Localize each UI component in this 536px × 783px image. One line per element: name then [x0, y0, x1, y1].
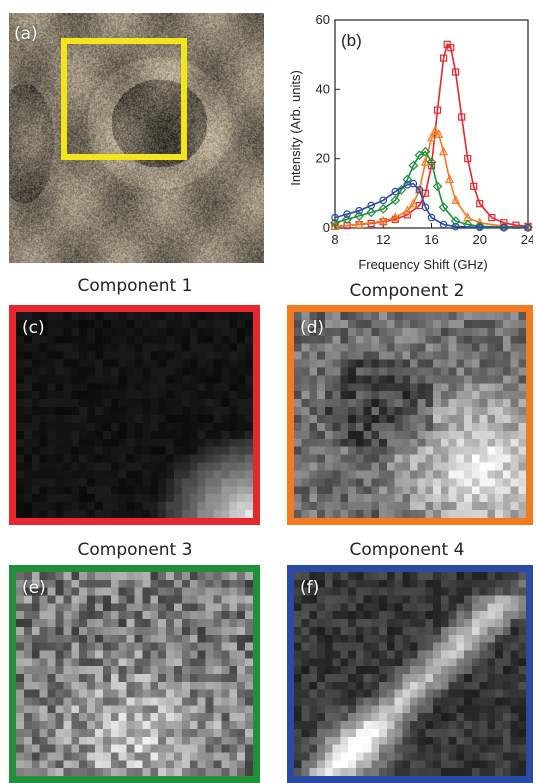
series-4-point	[475, 223, 484, 232]
series-4-line	[334, 182, 528, 229]
series-3-point	[396, 185, 407, 195]
series-2-point	[402, 205, 412, 215]
series-4-point	[421, 203, 430, 212]
series-1-point	[488, 214, 496, 222]
series-2-point	[451, 194, 461, 204]
series-2-point	[354, 219, 364, 229]
x-tick-label: 20	[473, 232, 487, 247]
series-4-point	[355, 206, 363, 215]
series-4-point	[409, 179, 418, 188]
series-2-point	[445, 174, 455, 184]
series-3-point	[330, 217, 340, 228]
caption-component-2: Component 2	[349, 281, 465, 301]
y-tick-label: 40	[316, 81, 330, 96]
series-3-point	[378, 204, 389, 214]
series-4-point	[331, 213, 339, 222]
x-tick-label: 12	[376, 232, 390, 247]
series-1-line	[334, 42, 529, 228]
series-3-point	[402, 174, 413, 185]
series-4-point	[524, 223, 532, 232]
series-4-point	[427, 213, 436, 222]
x-tick-label: 24	[521, 232, 533, 247]
series-1-point	[403, 211, 411, 219]
series-3-point	[408, 160, 419, 171]
component-4-map: (f)	[287, 565, 533, 783]
series-2-point	[427, 132, 436, 142]
series-4-point	[343, 210, 351, 218]
series-2-point	[378, 215, 388, 225]
x-axis-label: Frequency Shift (GHz)	[358, 257, 487, 272]
caption-component-3: Component 3	[77, 540, 193, 560]
caption-component-1: Component 1	[77, 276, 193, 296]
panel-label-b: (b)	[341, 31, 362, 50]
panel-a-micrograph: (a)	[9, 13, 264, 263]
series-4-point	[391, 187, 400, 196]
y-tick-label: 0	[323, 220, 330, 235]
spectra-chart: (b) 8 12 16 20 24 0 20 40 60 Frequency Shift (GH…	[288, 12, 533, 272]
series-3-point	[438, 202, 449, 213]
series-3-point	[450, 216, 461, 226]
series-2-point	[408, 198, 418, 208]
series-1-point	[458, 113, 466, 121]
series-3-point	[366, 207, 377, 218]
series-3-point	[420, 146, 431, 157]
panel-label-f: (f)	[300, 578, 320, 598]
series-3-point	[342, 214, 352, 225]
series-3-point	[390, 195, 401, 206]
series-2-point	[499, 220, 509, 230]
series-1-point	[452, 68, 460, 76]
series-4-point	[500, 223, 508, 232]
series-1-point	[433, 106, 442, 114]
series-2-point	[439, 146, 449, 156]
component-1-image	[16, 312, 253, 518]
x-tick-label: 16	[424, 232, 438, 247]
x-tick-label: 8	[331, 232, 338, 247]
series-2-point	[390, 212, 400, 222]
y-tick-label: 60	[316, 12, 330, 27]
component-3-map: (e)	[9, 565, 260, 783]
series-4-point	[379, 196, 388, 205]
series-1-point	[470, 182, 478, 190]
component-3-image	[16, 572, 253, 776]
series-1-point	[476, 200, 484, 208]
series-1-point	[464, 155, 472, 163]
roi-box	[61, 38, 187, 160]
series-2-point	[434, 129, 444, 138]
series-4-point	[451, 222, 460, 231]
panel-label-c: (c)	[22, 318, 45, 338]
series-1-point	[439, 54, 448, 62]
y-tick-label: 20	[316, 151, 330, 166]
caption-component-4: Component 4	[349, 540, 465, 560]
panel-b-chart: (b) 8 12 16 20 24 0 20 40 60 Frequency Shift (GH…	[283, 6, 533, 274]
component-1-map: (c)	[9, 305, 260, 525]
series-4-point	[439, 220, 448, 229]
series-4-point	[415, 186, 424, 194]
component-2-map: (d)	[287, 305, 533, 525]
series-3-point	[426, 157, 437, 167]
series-3-point	[414, 150, 425, 161]
panel-label-d: (d)	[300, 318, 325, 338]
component-4-image	[294, 572, 526, 776]
series-4-point	[367, 201, 375, 210]
panel-label-a: (a)	[14, 24, 38, 44]
series-3-point	[432, 181, 443, 192]
series-2-point	[430, 125, 440, 135]
series-2-line	[334, 129, 529, 229]
panel-label-e: (e)	[22, 578, 46, 598]
series-3-point	[354, 211, 364, 221]
series-1-point	[447, 44, 455, 52]
component-2-image	[294, 312, 526, 518]
series-3-line	[334, 150, 529, 229]
plot-frame	[334, 19, 529, 229]
micrograph-image	[9, 13, 264, 263]
series-3-point	[462, 219, 473, 230]
y-axis-label: Intensity (Arb. units)	[288, 70, 303, 186]
